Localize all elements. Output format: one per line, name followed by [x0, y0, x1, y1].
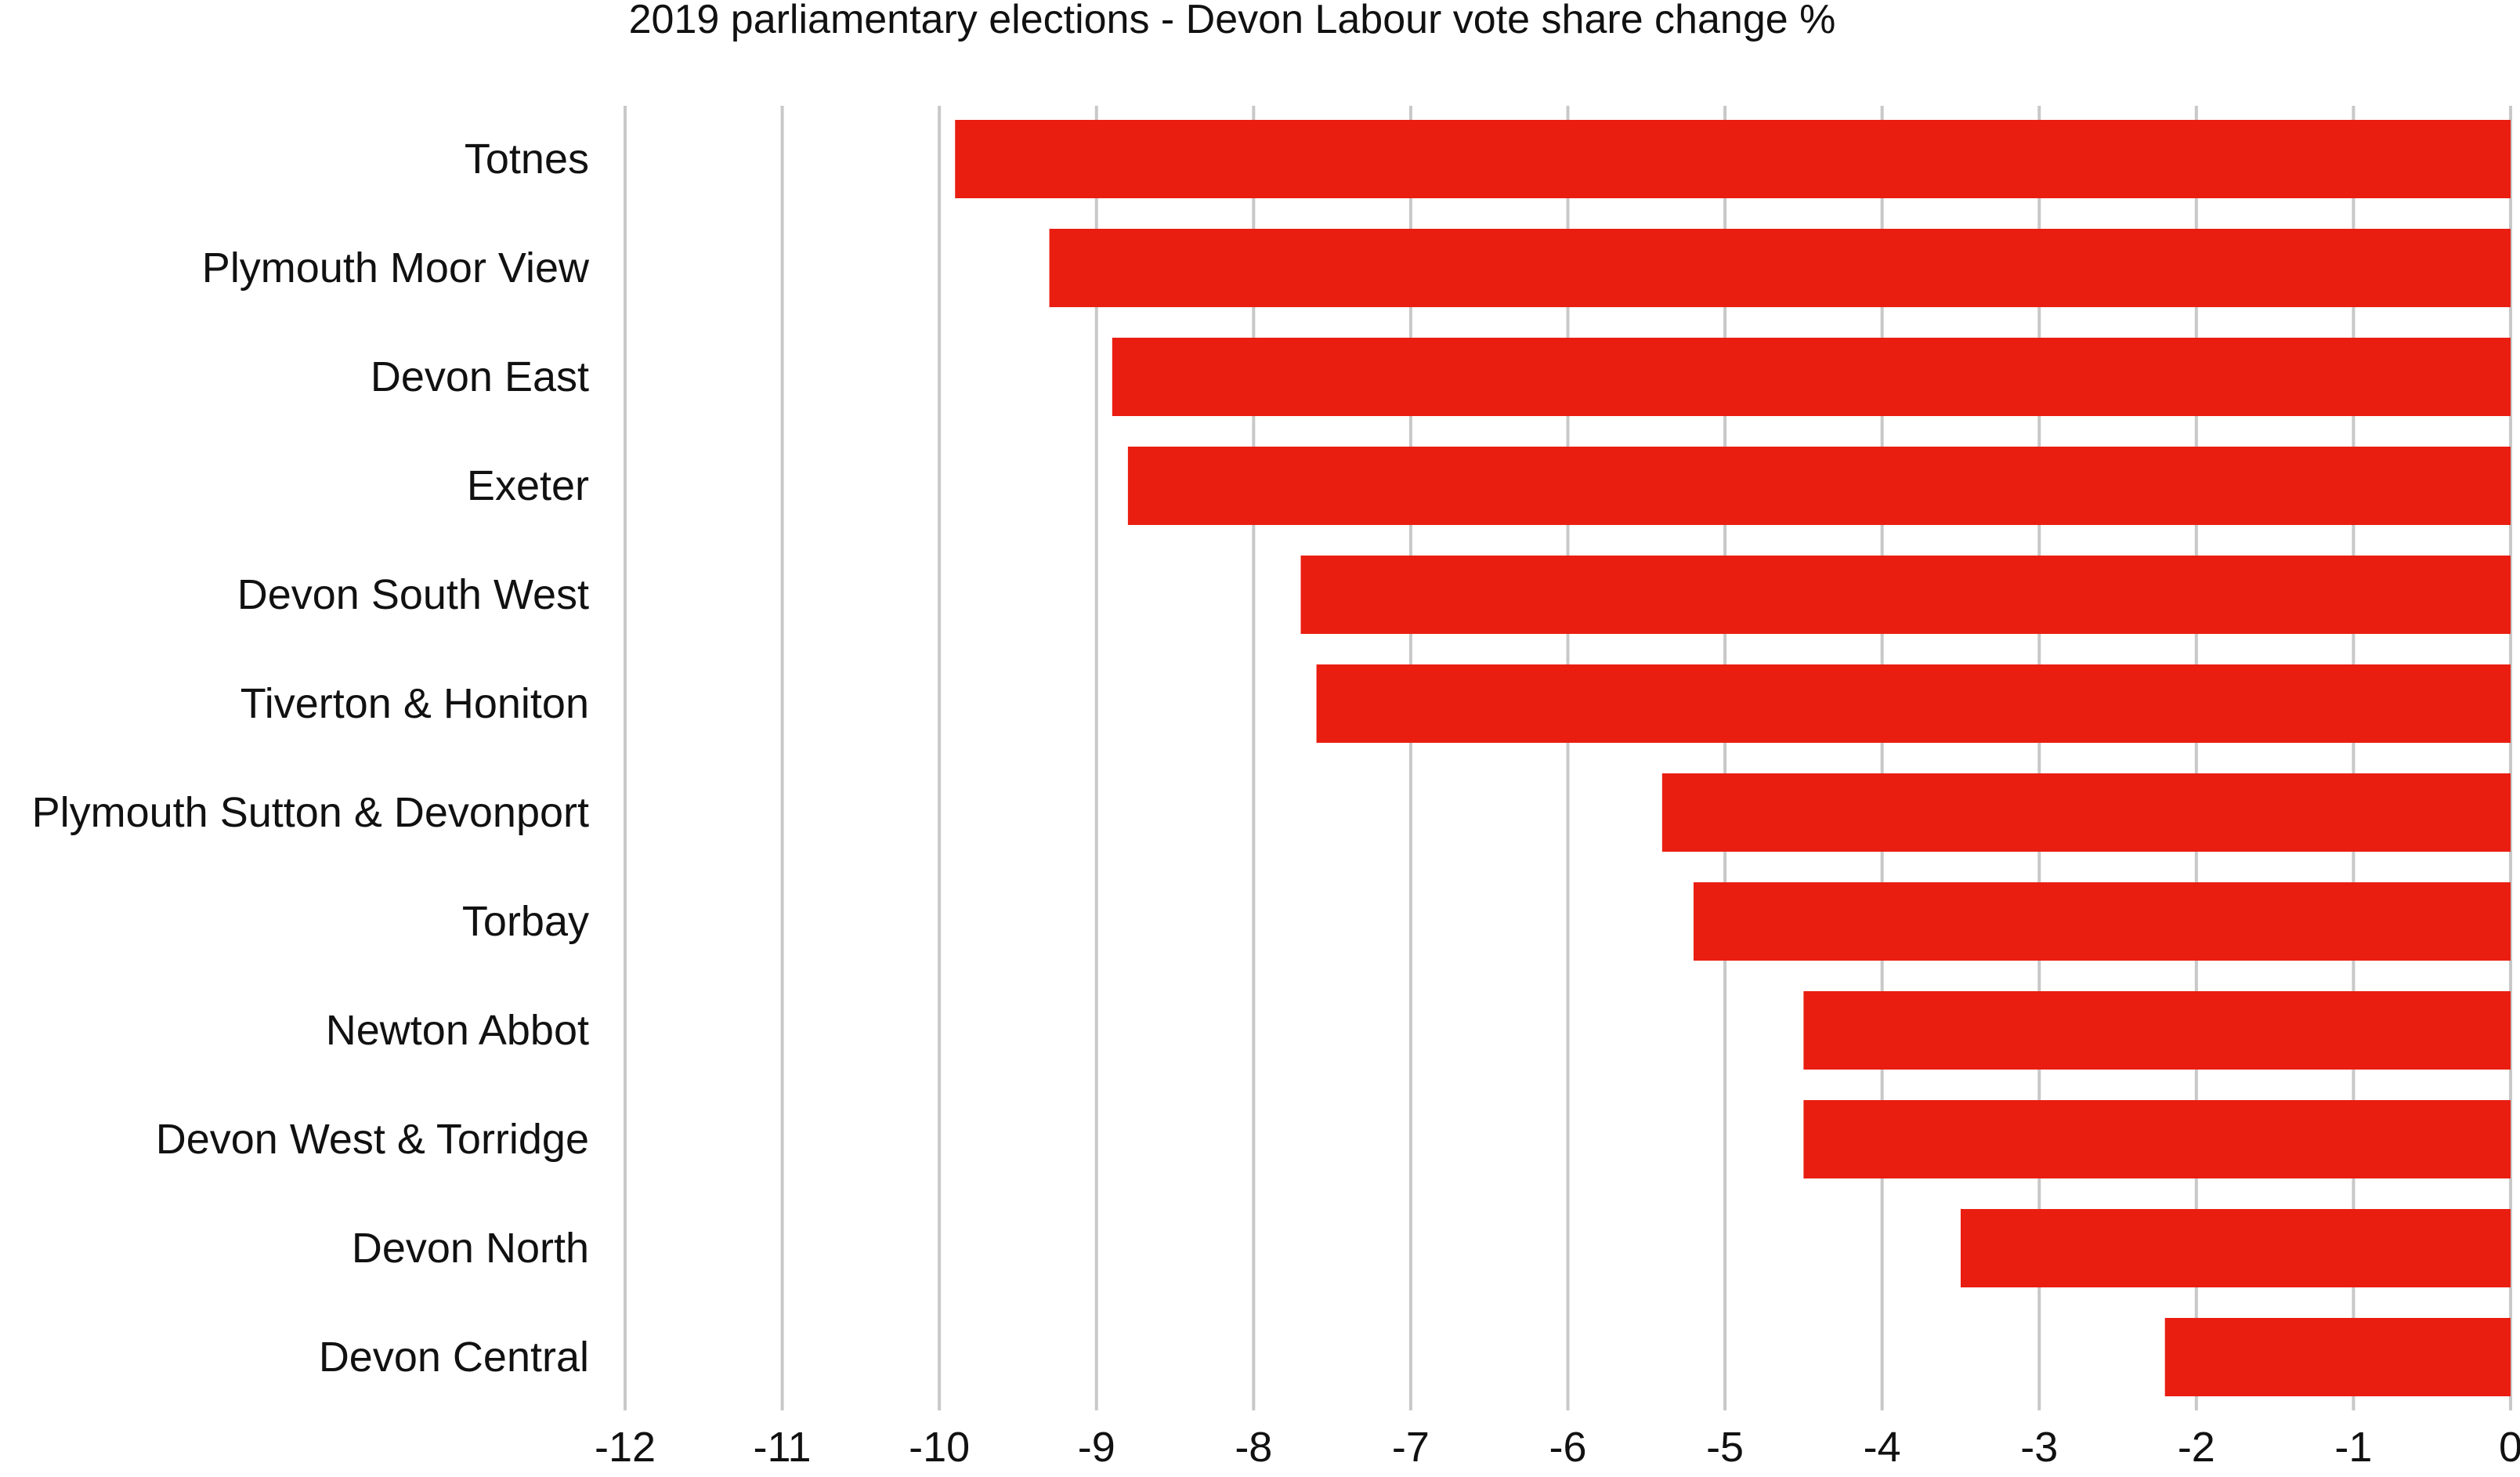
bar: [1803, 1100, 2511, 1178]
chart-title: 2019 parliamentary elections - Devon Lab…: [629, 0, 1836, 42]
category-label: Plymouth Sutton & Devonport: [32, 789, 589, 836]
category-labels: Totnes Plymouth Moor View Devon East Exeter…: [32, 136, 590, 1381]
gridlines: [624, 106, 2512, 1410]
category-label: Devon South West: [237, 571, 589, 618]
x-tick-label: -7: [1392, 1424, 1430, 1471]
bar: [1127, 447, 2511, 525]
x-tick-label: -4: [1864, 1424, 1901, 1471]
x-tick-label: 0: [2499, 1424, 2520, 1471]
category-label: Devon Central: [319, 1334, 589, 1381]
x-tick-label: -11: [754, 1424, 812, 1471]
category-label: Totnes: [465, 136, 589, 183]
category-label: Newton Abbot: [326, 1007, 589, 1054]
bar: [1049, 229, 2511, 307]
bar: [1112, 338, 2511, 416]
category-label: Tiverton & Honiton: [240, 680, 589, 727]
bar: [1300, 556, 2511, 634]
bar: [2164, 1318, 2511, 1396]
bar: [1316, 664, 2511, 743]
x-tick-label: -8: [1235, 1424, 1272, 1471]
bar: [1803, 991, 2511, 1070]
x-tick-label: -9: [1078, 1424, 1115, 1471]
bar: [1661, 773, 2511, 852]
x-tick-label: -5: [1706, 1424, 1744, 1471]
x-axis-tick-labels: -12 -11 -10 -9 -8 -7 -6 -5 -4 -3 -2 -1 0: [595, 1424, 2520, 1471]
x-tick-label: -12: [595, 1424, 656, 1471]
category-label: Plymouth Moor View: [202, 244, 590, 291]
x-tick-label: -3: [2020, 1424, 2058, 1471]
x-tick-label: -10: [909, 1424, 970, 1471]
category-label: Devon North: [352, 1225, 589, 1272]
x-tick-label: -6: [1549, 1424, 1586, 1471]
category-label: Devon West & Torridge: [156, 1116, 589, 1163]
bars: [955, 120, 2511, 1396]
category-label: Exeter: [467, 462, 589, 509]
bar: [955, 120, 2511, 198]
x-tick-label: -1: [2334, 1424, 2372, 1471]
category-label: Torbay: [462, 898, 589, 945]
category-label: Devon East: [371, 353, 589, 400]
x-tick-label: -2: [2178, 1424, 2215, 1471]
bar: [1693, 882, 2511, 961]
bar: [1960, 1209, 2511, 1287]
